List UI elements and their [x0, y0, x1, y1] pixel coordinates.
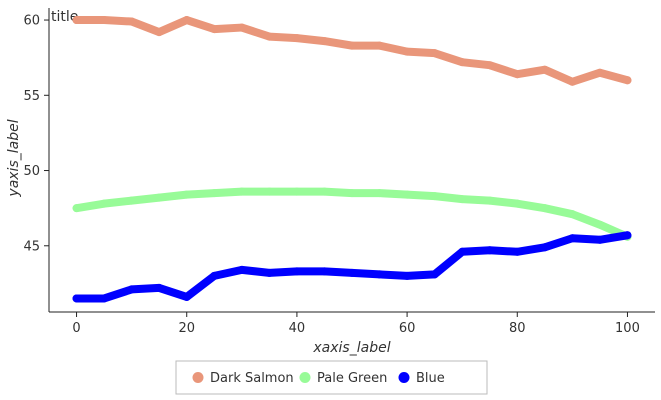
data-point-pale-green	[155, 193, 164, 202]
series-pale-green	[72, 187, 632, 241]
series-blue	[72, 231, 632, 303]
data-point-blue	[513, 247, 522, 256]
data-point-pale-green	[265, 187, 274, 196]
data-point-blue	[210, 271, 219, 280]
data-point-pale-green	[210, 189, 219, 198]
data-point-blue	[568, 234, 577, 243]
data-point-pale-green	[182, 190, 191, 199]
data-point-pale-green	[458, 195, 467, 204]
legend-item-blue: Blue	[398, 371, 445, 386]
data-point-pale-green	[127, 196, 136, 205]
data-point-blue	[623, 231, 632, 240]
data-point-dark-salmon	[292, 34, 301, 43]
data-point-blue	[182, 292, 191, 301]
legend-label-pale-green: Pale Green	[317, 371, 387, 386]
data-point-pale-green	[485, 196, 494, 205]
legend-swatch-pale-green	[299, 372, 311, 383]
data-point-blue	[430, 270, 439, 279]
data-point-dark-salmon	[430, 49, 439, 58]
data-point-blue	[348, 268, 356, 277]
data-point-blue	[127, 285, 136, 294]
y-tick-label: 60	[23, 14, 40, 29]
data-point-blue	[155, 283, 164, 292]
y-axis-label: yaxis_label	[6, 119, 22, 197]
data-point-dark-salmon	[568, 77, 577, 86]
series-dark-salmon	[72, 16, 632, 86]
data-point-blue	[237, 265, 246, 274]
data-point-dark-salmon	[127, 17, 136, 26]
data-point-pale-green	[348, 189, 356, 198]
data-point-blue	[540, 243, 549, 252]
x-tick-label: 80	[509, 321, 526, 336]
data-point-pale-green	[375, 189, 384, 198]
legend-label-dark-salmon: Dark Salmon	[210, 371, 294, 386]
legend-box	[175, 360, 488, 395]
y-tick-label: 50	[23, 164, 40, 179]
data-point-pale-green	[292, 187, 301, 196]
data-point-pale-green	[540, 204, 549, 213]
data-point-dark-salmon	[210, 25, 219, 34]
chart-title: title	[51, 9, 78, 25]
data-point-pale-green	[568, 210, 577, 219]
y-tick-label: 55	[23, 89, 40, 104]
data-point-dark-salmon	[623, 76, 632, 85]
data-point-pale-green	[72, 204, 81, 213]
data-point-blue	[265, 268, 274, 277]
data-point-blue	[72, 294, 81, 303]
y-ticks: 45 50 55 60	[23, 14, 49, 254]
data-point-dark-salmon	[265, 32, 274, 41]
data-point-dark-salmon	[320, 37, 329, 46]
data-point-blue	[100, 294, 109, 303]
data-point-dark-salmon	[595, 68, 604, 77]
x-axis-label: xaxis_label	[312, 340, 390, 356]
legend-item-pale-green: Pale Green	[299, 371, 387, 386]
legend-label-blue: Blue	[416, 371, 445, 386]
x-tick-label: 20	[178, 321, 195, 336]
data-point-dark-salmon	[403, 47, 412, 56]
x-tick-label: 0	[72, 321, 80, 336]
legend: Dark Salmon Pale Green Blue	[175, 360, 488, 395]
series-group	[72, 16, 632, 303]
legend-swatch-blue	[398, 372, 410, 383]
data-point-dark-salmon	[100, 16, 109, 25]
data-point-pale-green	[595, 220, 604, 229]
data-point-dark-salmon	[348, 41, 356, 50]
data-point-pale-green	[100, 199, 109, 208]
data-point-blue	[458, 247, 467, 256]
data-point-dark-salmon	[72, 16, 81, 25]
data-point-pale-green	[403, 190, 412, 199]
data-point-pale-green	[513, 199, 522, 208]
data-point-blue	[375, 270, 384, 279]
data-point-dark-salmon	[458, 58, 467, 67]
data-point-pale-green	[430, 192, 439, 201]
x-tick-label: 100	[615, 321, 640, 336]
data-point-dark-salmon	[155, 28, 164, 37]
data-point-blue	[320, 267, 329, 276]
y-tick-label: 45	[23, 239, 40, 254]
data-point-dark-salmon	[182, 16, 191, 25]
data-point-dark-salmon	[237, 23, 246, 32]
data-point-dark-salmon	[540, 65, 549, 74]
x-tick-label: 60	[399, 321, 416, 336]
data-point-blue	[595, 235, 604, 244]
data-point-dark-salmon	[513, 70, 522, 79]
legend-swatch-dark-salmon	[192, 372, 204, 383]
data-point-blue	[485, 246, 494, 255]
legend-items: Dark Salmon Pale Green Blue	[192, 371, 445, 386]
data-point-pale-green	[237, 187, 246, 196]
x-tick-label: 40	[289, 321, 306, 336]
data-point-blue	[403, 271, 412, 280]
data-point-dark-salmon	[485, 61, 494, 70]
x-ticks: 0 20 40 60 80 100	[72, 312, 640, 336]
data-point-dark-salmon	[375, 41, 384, 50]
data-point-blue	[292, 267, 301, 276]
legend-item-dark-salmon: Dark Salmon	[192, 371, 294, 386]
data-point-pale-green	[320, 187, 329, 196]
